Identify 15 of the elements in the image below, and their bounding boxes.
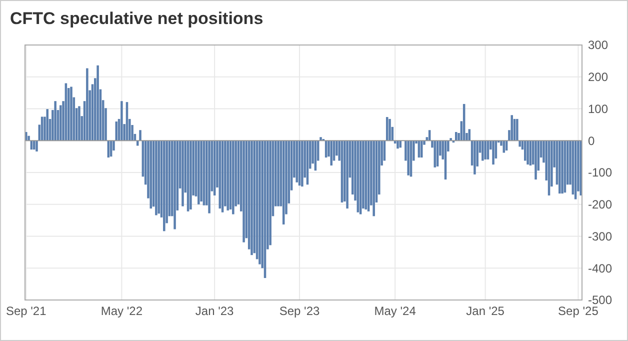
x-tick-label: Jan '25 bbox=[466, 304, 505, 318]
y-tick-label: -200 bbox=[588, 198, 612, 212]
y-tick-label: 300 bbox=[588, 38, 608, 52]
y-tick-label: -400 bbox=[588, 261, 612, 276]
y-tick-label: 200 bbox=[588, 70, 608, 84]
x-tick-label: Sep '23 bbox=[279, 304, 320, 318]
y-tick-label: 100 bbox=[588, 102, 608, 116]
y-tick-label: -100 bbox=[588, 166, 612, 180]
x-tick-label: May '24 bbox=[374, 304, 416, 318]
chart-title: CFTC speculative net positions bbox=[10, 9, 264, 28]
x-tick-label: May '22 bbox=[100, 304, 143, 318]
y-tick-label: 0 bbox=[588, 134, 595, 148]
y-tick-label: -300 bbox=[588, 229, 612, 244]
x-tick-label: Jan '23 bbox=[195, 304, 234, 318]
x-tick-label: Sep '21 bbox=[6, 304, 47, 318]
